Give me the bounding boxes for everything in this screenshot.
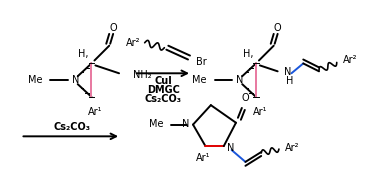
Text: Ar¹: Ar¹ xyxy=(196,153,211,163)
Text: H,: H, xyxy=(243,49,253,59)
Text: N: N xyxy=(182,119,189,129)
Text: Me: Me xyxy=(192,75,207,85)
Text: N: N xyxy=(227,143,234,153)
Text: Ar¹: Ar¹ xyxy=(253,107,267,117)
Text: N: N xyxy=(236,75,244,85)
Text: N: N xyxy=(72,75,79,85)
Text: H,: H, xyxy=(78,49,89,59)
Text: Cs₂CO₃: Cs₂CO₃ xyxy=(145,94,182,104)
Text: Ar²: Ar² xyxy=(126,38,141,48)
Text: Br: Br xyxy=(196,58,207,68)
Text: DMGC: DMGC xyxy=(147,85,180,95)
Text: Me: Me xyxy=(149,119,163,129)
Text: O: O xyxy=(109,23,117,33)
Text: Me: Me xyxy=(28,75,42,85)
Text: N: N xyxy=(284,67,291,77)
Text: O: O xyxy=(274,23,282,33)
Text: Ar¹: Ar¹ xyxy=(88,107,103,117)
Text: O: O xyxy=(242,93,249,103)
Text: H: H xyxy=(285,76,293,86)
Text: NH₂: NH₂ xyxy=(133,70,152,80)
Text: Ar²: Ar² xyxy=(343,55,357,65)
Text: Cs₂CO₃: Cs₂CO₃ xyxy=(53,122,90,132)
Text: Ar²: Ar² xyxy=(285,143,299,153)
Text: CuI: CuI xyxy=(155,76,172,86)
